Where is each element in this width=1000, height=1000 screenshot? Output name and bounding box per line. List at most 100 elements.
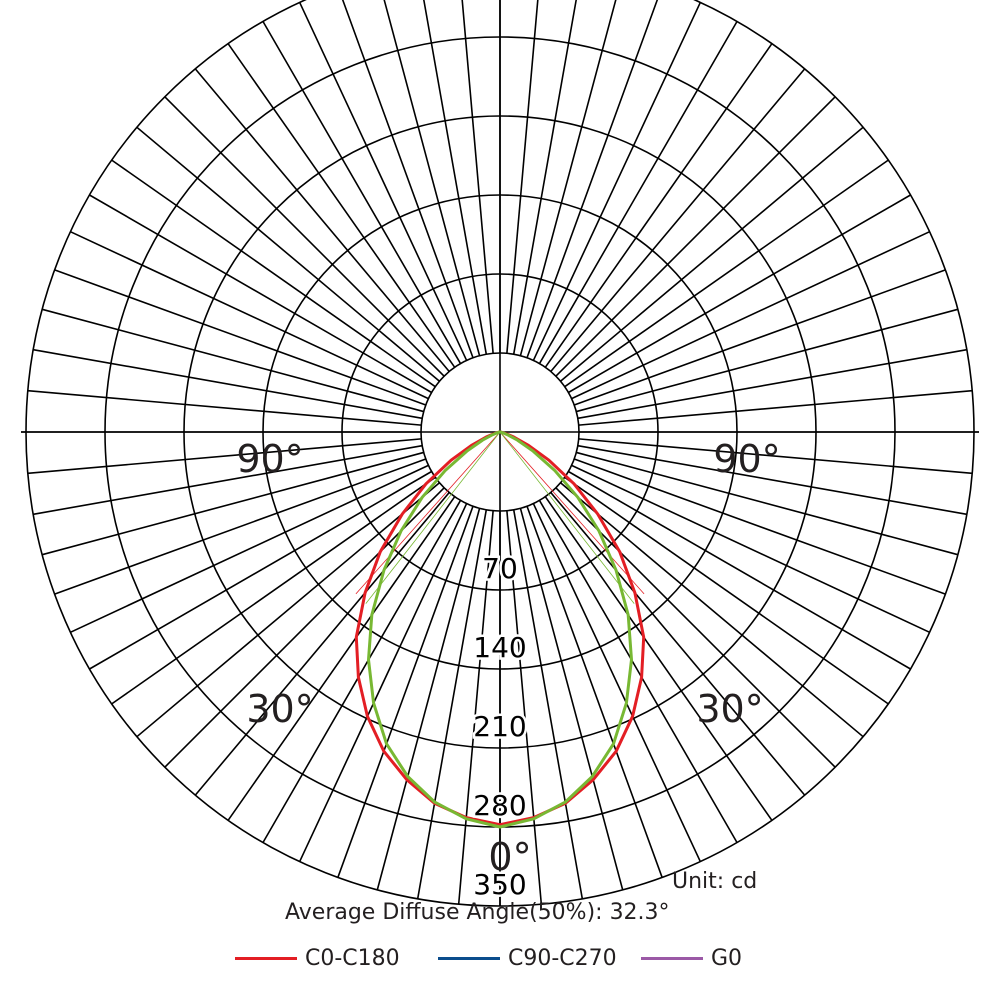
grid-spoke	[111, 476, 436, 705]
angle-label-0: 0°	[488, 835, 531, 879]
grid-spoke	[560, 482, 864, 738]
legend: C0-C180 C90-C270 G0	[0, 940, 1000, 976]
legend-label-g0: G0	[711, 945, 743, 971]
grid-spoke	[111, 159, 436, 388]
grid-spoke	[578, 438, 973, 475]
half-intensity-ray	[499, 431, 635, 604]
grid-spoke	[136, 126, 440, 382]
grid-spoke	[577, 348, 967, 420]
grid-spoke	[538, 500, 738, 843]
grid-spoke	[194, 68, 450, 372]
grid-spoke	[519, 0, 617, 356]
grid-spoke	[136, 482, 440, 738]
diffuse-angle-label: Average Diffuse Angle(50%):	[285, 900, 603, 925]
grid-spoke	[41, 308, 424, 413]
legend-swatch-c90-c270	[438, 956, 500, 960]
angle-label-30-right: 30°	[696, 687, 763, 731]
radial-tick-label: 210	[473, 710, 526, 743]
intensity-curves	[354, 430, 646, 829]
grid-spoke	[376, 508, 481, 891]
grid-spoke	[571, 464, 930, 634]
angle-label-30-left: 30°	[246, 687, 313, 731]
grid-spoke	[227, 43, 456, 368]
grid-spoke	[194, 492, 450, 796]
grid-spoke	[506, 510, 543, 905]
grid-spoke	[555, 487, 836, 768]
grid-spoke	[564, 476, 889, 705]
grid-spoke	[41, 451, 424, 556]
legend-label-c90-c270: C90-C270	[508, 945, 617, 971]
grid-spoke	[576, 308, 959, 413]
grid-spoke	[298, 503, 468, 862]
radial-tick-label: 140	[473, 631, 526, 664]
angle-labels: 0° 30° 30° 90° 90°	[236, 437, 780, 879]
radial-tick-label: 70	[482, 552, 518, 585]
half-intensity-ray	[355, 431, 501, 595]
grid-spoke	[27, 389, 422, 426]
legend-label-c0-c180: C0-C180	[305, 945, 400, 971]
grid-spoke	[54, 269, 427, 406]
legend-item-c0-c180: C0-C180	[235, 940, 400, 976]
grid-spoke	[89, 194, 432, 394]
legend-item-g0: G0	[641, 940, 742, 976]
grid-spoke	[532, 2, 702, 361]
diffuse-angle-value: 32.3°	[609, 900, 670, 925]
grid-spoke	[544, 43, 773, 368]
grid-spoke	[555, 96, 836, 377]
radial-tick-label: 280	[473, 789, 526, 822]
grid-spoke	[577, 444, 967, 516]
grid-spoke	[164, 96, 445, 377]
grid-spoke	[423, 0, 488, 355]
half-intensity-ray	[499, 431, 645, 595]
grid-spoke	[262, 21, 462, 364]
grid-spoke	[568, 194, 911, 394]
grid-spoke	[33, 444, 423, 516]
legend-item-c90-c270: C90-C270	[438, 940, 617, 976]
grid-spoke	[544, 496, 773, 821]
grid-spoke	[337, 505, 474, 878]
grid-spoke	[227, 496, 456, 821]
grid-spoke	[573, 458, 946, 595]
grid-spoke	[526, 0, 659, 359]
polar-grid	[21, 0, 979, 907]
grid-spoke	[578, 389, 973, 426]
grid-spoke	[89, 470, 432, 670]
half-intensity-ray	[365, 431, 501, 604]
grid-spoke	[532, 503, 702, 862]
grid-spoke	[564, 159, 889, 388]
grid-spoke	[383, 0, 481, 356]
grid-spoke	[164, 487, 445, 768]
grid-spoke	[27, 438, 422, 475]
grid-spoke	[519, 508, 624, 891]
series-curve-c0-c180	[354, 430, 646, 827]
grid-spoke	[550, 492, 806, 796]
angle-label-90-right: 90°	[713, 437, 780, 481]
radial-tick-label: 350	[473, 868, 526, 901]
grid-spoke	[560, 126, 864, 382]
grid-spoke	[512, 509, 584, 899]
grid-spoke	[526, 505, 663, 878]
grid-spoke	[576, 451, 959, 556]
grid-spoke	[298, 2, 468, 361]
grid-spoke	[506, 0, 539, 354]
grid-spoke	[457, 510, 494, 905]
grid-spoke	[550, 68, 806, 372]
diffuse-angle-row: Average Diffuse Angle(50%): 32.3°	[285, 900, 670, 925]
legend-swatch-g0	[641, 956, 703, 960]
grid-spoke	[538, 21, 738, 364]
grid-spoke	[461, 0, 494, 354]
grid-spoke	[568, 470, 911, 670]
grid-spoke	[70, 464, 429, 634]
grid-spoke	[341, 0, 474, 359]
unit-label: Unit: cd	[672, 869, 758, 894]
grid-spoke	[70, 230, 429, 400]
grid-spoke	[571, 230, 930, 400]
series-curve-unnamed-3	[367, 430, 633, 829]
angle-label-90-left: 90°	[236, 437, 303, 481]
grid-spoke	[416, 509, 488, 899]
legend-swatch-c0-c180	[235, 956, 297, 960]
radial-tick-labels: 70 140 210 280 350	[471, 550, 529, 904]
grid-spoke	[54, 458, 427, 595]
grid-spoke	[33, 348, 423, 420]
